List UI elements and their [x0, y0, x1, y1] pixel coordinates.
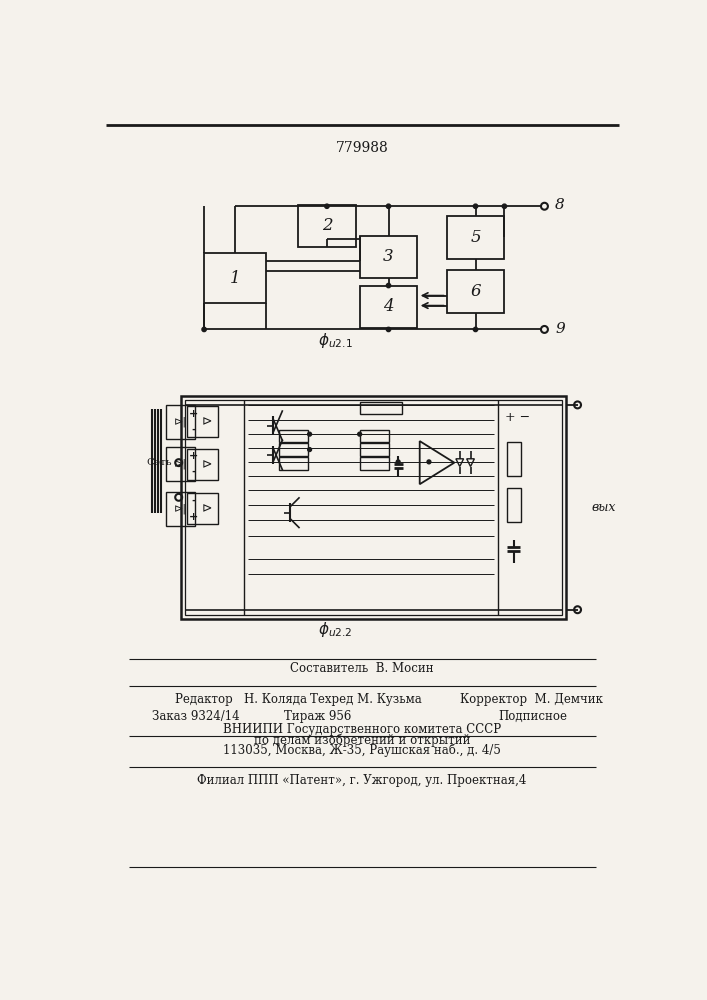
Text: +: + [189, 409, 198, 419]
Text: Сеть: Сеть [146, 458, 172, 467]
Text: -: - [191, 496, 196, 506]
Text: 2: 2 [322, 217, 332, 234]
Circle shape [325, 204, 329, 208]
Text: 3: 3 [383, 248, 394, 265]
Bar [447, 216, 504, 259]
Text: ⊳: ⊳ [201, 458, 211, 471]
Text: 779988: 779988 [336, 141, 388, 155]
Bar [360, 235, 417, 278]
Circle shape [474, 327, 478, 332]
Circle shape [386, 327, 391, 332]
Text: 6: 6 [470, 283, 481, 300]
Circle shape [308, 432, 312, 436]
Bar [165, 447, 195, 481]
Bar [279, 443, 308, 456]
Text: Составитель  В. Мосин: Составитель В. Мосин [290, 662, 434, 675]
Bar [447, 270, 504, 312]
Text: 5: 5 [470, 229, 481, 246]
Text: по делам изобретений и открытий: по делам изобретений и открытий [254, 733, 470, 747]
Bar [360, 457, 389, 470]
Text: +: + [189, 512, 198, 522]
Bar [187, 406, 218, 437]
Bar [279, 430, 308, 442]
Text: + −: + − [505, 411, 530, 424]
Bar [508, 442, 521, 476]
Bar [204, 253, 266, 303]
Bar [298, 205, 356, 247]
Text: Техред М. Кузьма: Техред М. Кузьма [310, 693, 421, 706]
Circle shape [358, 432, 361, 436]
Text: $\phi_{u2.1}$: $\phi_{u2.1}$ [317, 331, 352, 350]
Bar [165, 405, 195, 439]
Text: 4: 4 [383, 298, 394, 315]
Text: ВНИИПИ Государственного комитета СССР: ВНИИПИ Государственного комитета СССР [223, 723, 501, 736]
Circle shape [396, 460, 400, 464]
Circle shape [502, 204, 506, 208]
Circle shape [474, 204, 478, 208]
Bar [360, 286, 417, 328]
Text: ⊳|: ⊳| [174, 417, 187, 427]
Bar [279, 457, 308, 470]
Bar [360, 402, 402, 414]
Text: 1: 1 [230, 270, 240, 287]
Bar [187, 493, 218, 524]
Text: 9: 9 [555, 322, 565, 336]
Circle shape [202, 327, 206, 332]
Text: Корректор  М. Демчик: Корректор М. Демчик [460, 693, 602, 706]
Text: ⊳|: ⊳| [174, 459, 187, 469]
Text: Редактор   Н. Коляда: Редактор Н. Коляда [175, 693, 307, 706]
Text: -: - [191, 467, 196, 477]
Text: Тираж 956: Тираж 956 [284, 710, 351, 723]
Circle shape [386, 283, 391, 288]
Text: ⊳: ⊳ [201, 415, 211, 428]
Bar [165, 492, 195, 526]
Circle shape [386, 204, 391, 208]
Text: +: + [189, 451, 198, 461]
Text: 113035, Москва, Ж-35, Раушская наб., д. 4/5: 113035, Москва, Ж-35, Раушская наб., д. … [223, 744, 501, 757]
Text: ⊳: ⊳ [201, 502, 211, 515]
Text: ⊳|: ⊳| [174, 504, 187, 514]
Circle shape [308, 448, 312, 451]
Bar [360, 430, 389, 442]
Bar [181, 396, 566, 619]
Text: $\phi_{u2.2}$: $\phi_{u2.2}$ [318, 620, 352, 639]
Text: Филиал ППП «Патент», г. Ужгород, ул. Проектная,4: Филиал ППП «Патент», г. Ужгород, ул. Про… [197, 774, 527, 787]
Bar [360, 443, 389, 456]
Bar [508, 488, 521, 522]
Bar [185, 400, 562, 615]
Text: Заказ 9324/14: Заказ 9324/14 [152, 710, 240, 723]
Text: -: - [191, 425, 196, 435]
Text: Подписное: Подписное [498, 710, 567, 723]
Text: вых: вых [592, 501, 616, 514]
Circle shape [427, 460, 431, 464]
Bar [187, 449, 218, 480]
Text: 8: 8 [555, 198, 565, 212]
